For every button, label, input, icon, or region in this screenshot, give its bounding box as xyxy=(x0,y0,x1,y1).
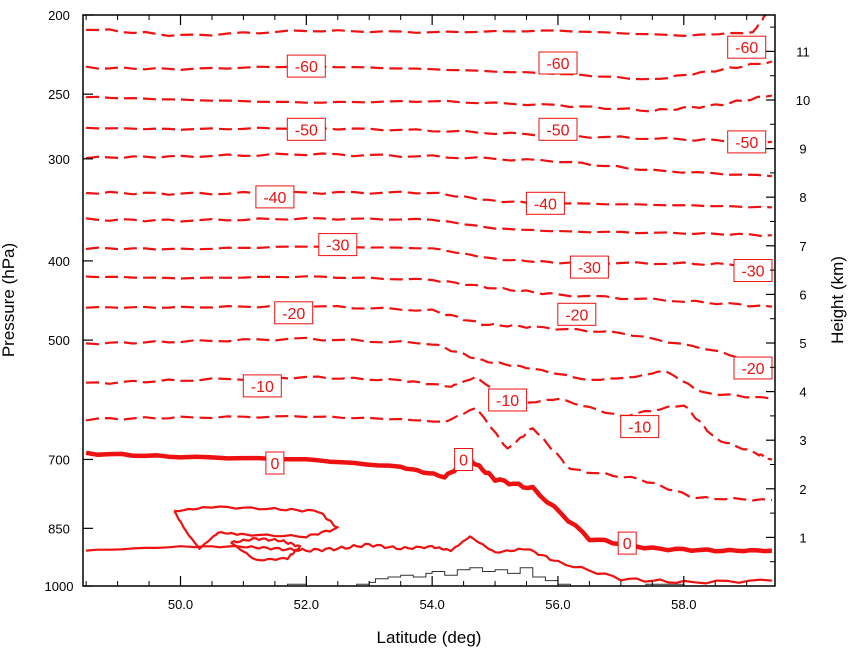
contour-label-box-9 xyxy=(569,255,609,279)
contour-line-1 xyxy=(85,60,773,81)
height-tick-label-1: 2 xyxy=(799,482,806,497)
contour-label-box-3 xyxy=(286,117,326,141)
contour-label-box-17 xyxy=(265,451,285,475)
height-tick-label-0: 1 xyxy=(799,530,806,545)
contour-label-box-7 xyxy=(525,191,565,215)
contour-label-layer: -60 -60 -60 -50 -50 -50 -40 -40 -30 -30 -30 -20 -20 -… xyxy=(242,35,773,555)
contour-line-6 xyxy=(85,216,772,237)
contour-label-19: 0 xyxy=(623,536,632,553)
contour-label-13: -20 xyxy=(741,361,764,378)
height-tick-label-7: 8 xyxy=(799,190,806,205)
contour-line-8 xyxy=(86,275,772,308)
height-tick-label-2: 3 xyxy=(799,433,806,448)
contour-label-8: -30 xyxy=(326,238,349,255)
contour-line-13 xyxy=(85,450,773,554)
contour-line-7 xyxy=(85,245,772,267)
contour-line-12 xyxy=(85,407,773,502)
contour-label-7: -40 xyxy=(534,196,557,213)
pressure-tick-label-6: 850 xyxy=(48,521,70,536)
contour-label-12: -20 xyxy=(565,307,588,324)
plot-frame xyxy=(82,14,776,587)
pressure-tick-label-7: 1000 xyxy=(45,579,74,594)
contour-label-box-15 xyxy=(488,388,528,412)
terrain-outline-0 xyxy=(344,567,772,586)
contour-line-15 xyxy=(173,505,339,550)
contour-line-16 xyxy=(230,537,302,562)
contour-label-16: -10 xyxy=(628,420,651,437)
contour-label-14: -10 xyxy=(251,379,274,396)
pressure-tick-label-3: 400 xyxy=(48,254,70,269)
pressure-tick-label-4: 500 xyxy=(48,333,70,348)
contour-line-5 xyxy=(86,190,772,209)
contour-line-3 xyxy=(86,126,772,144)
contour-line-9 xyxy=(86,304,773,369)
contour-label-0: -60 xyxy=(295,59,318,76)
x-tick-label-4: 58.0 xyxy=(671,597,696,612)
contour-label-9: -30 xyxy=(578,260,601,277)
contour-label-box-14 xyxy=(242,374,282,398)
contour-label-box-18 xyxy=(454,448,474,471)
contour-label-box-4 xyxy=(538,117,578,141)
contour-label-17: 0 xyxy=(270,456,279,473)
contour-line-14 xyxy=(86,535,772,585)
contour-label-box-8 xyxy=(318,233,358,257)
contour-label-box-1 xyxy=(538,51,578,75)
height-tick-label-10: 11 xyxy=(796,44,810,59)
contour-label-10: -30 xyxy=(741,264,764,281)
contour-label-3: -50 xyxy=(295,122,318,139)
axis-layer: 50.0 52.0 54.0 56.0 58.020025030040050070085… xyxy=(45,8,811,612)
height-tick-label-4: 5 xyxy=(799,336,806,351)
pressure-tick-label-1: 250 xyxy=(48,87,70,102)
contour-label-box-11 xyxy=(274,301,314,325)
y-axis-label-pressure: Pressure (hPa) xyxy=(0,243,18,357)
contour-label-5: -50 xyxy=(735,135,758,152)
pressure-tick-label-2: 300 xyxy=(48,152,70,167)
contour-label-15: -10 xyxy=(496,393,519,410)
contour-label-11: -20 xyxy=(282,306,305,323)
contour-label-18: 0 xyxy=(459,453,468,470)
contour-label-box-6 xyxy=(255,185,295,209)
contour-line-10 xyxy=(86,336,773,400)
height-tick-label-9: 10 xyxy=(796,93,810,108)
pressure-tick-label-0: 200 xyxy=(48,8,70,23)
contour-label-1: -60 xyxy=(546,56,569,73)
contour-label-box-5 xyxy=(727,130,767,154)
contour-line-4 xyxy=(85,152,772,178)
x-tick-label-0: 50.0 xyxy=(168,597,193,612)
contour-label-box-2 xyxy=(727,35,767,59)
contour-label-6: -40 xyxy=(263,190,286,207)
contour-label-box-13 xyxy=(733,356,773,380)
contour-line-0 xyxy=(86,15,767,37)
contour-line-2 xyxy=(86,94,773,113)
contour-label-box-19 xyxy=(617,531,637,555)
contour-label-box-0 xyxy=(286,54,326,78)
contour-label-box-12 xyxy=(557,302,597,326)
x-tick-label-1: 52.0 xyxy=(294,597,319,612)
height-tick-label-6: 7 xyxy=(799,239,806,254)
x-tick-label-2: 54.0 xyxy=(419,597,444,612)
height-tick-label-5: 6 xyxy=(799,287,806,302)
pressure-tick-label-5: 700 xyxy=(48,452,70,467)
contour-label-box-16 xyxy=(620,415,660,439)
y-axis-label-height: Height (km) xyxy=(828,256,847,344)
height-tick-label-3: 4 xyxy=(799,385,806,400)
x-tick-label-3: 56.0 xyxy=(545,597,570,612)
height-tick-label-8: 9 xyxy=(799,142,806,157)
x-axis-label: Latitude (deg) xyxy=(377,628,482,647)
contour-label-4: -50 xyxy=(546,122,569,139)
contour-label-2: -60 xyxy=(735,40,758,57)
